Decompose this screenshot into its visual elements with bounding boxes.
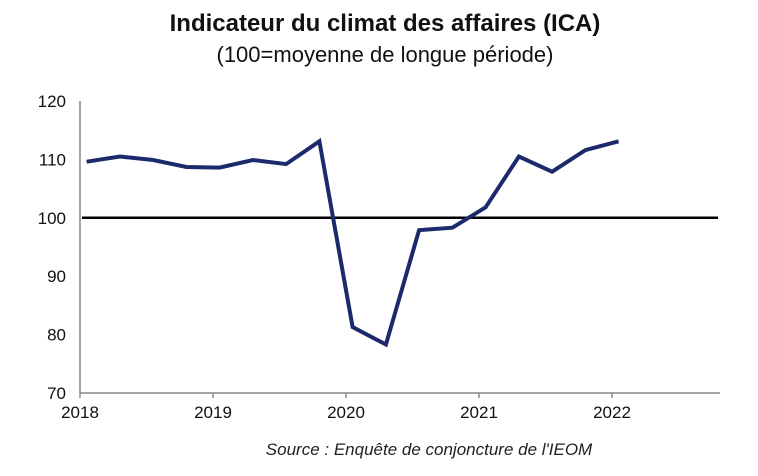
y-tick-label: 100 <box>38 209 66 228</box>
chart-source: Source : Enquête de conjoncture de l'IEO… <box>265 440 593 459</box>
x-tick-label: 2018 <box>61 403 99 422</box>
chart-subtitle: (100=moyenne de longue période) <box>216 42 554 67</box>
series-line-ica <box>86 137 620 348</box>
x-tick-label: 2019 <box>194 403 232 422</box>
x-tick-label: 2020 <box>327 403 365 422</box>
y-tick-label: 120 <box>38 92 66 111</box>
y-tick-label: 70 <box>47 384 66 403</box>
chart-title: Indicateur du climat des affaires (ICA) <box>169 10 601 37</box>
x-tick-label: 2021 <box>460 403 498 422</box>
y-tick-label: 80 <box>47 326 66 345</box>
x-tick-label: 2022 <box>593 403 631 422</box>
y-tick-label: 90 <box>47 267 66 286</box>
y-tick-label: 110 <box>39 150 66 169</box>
